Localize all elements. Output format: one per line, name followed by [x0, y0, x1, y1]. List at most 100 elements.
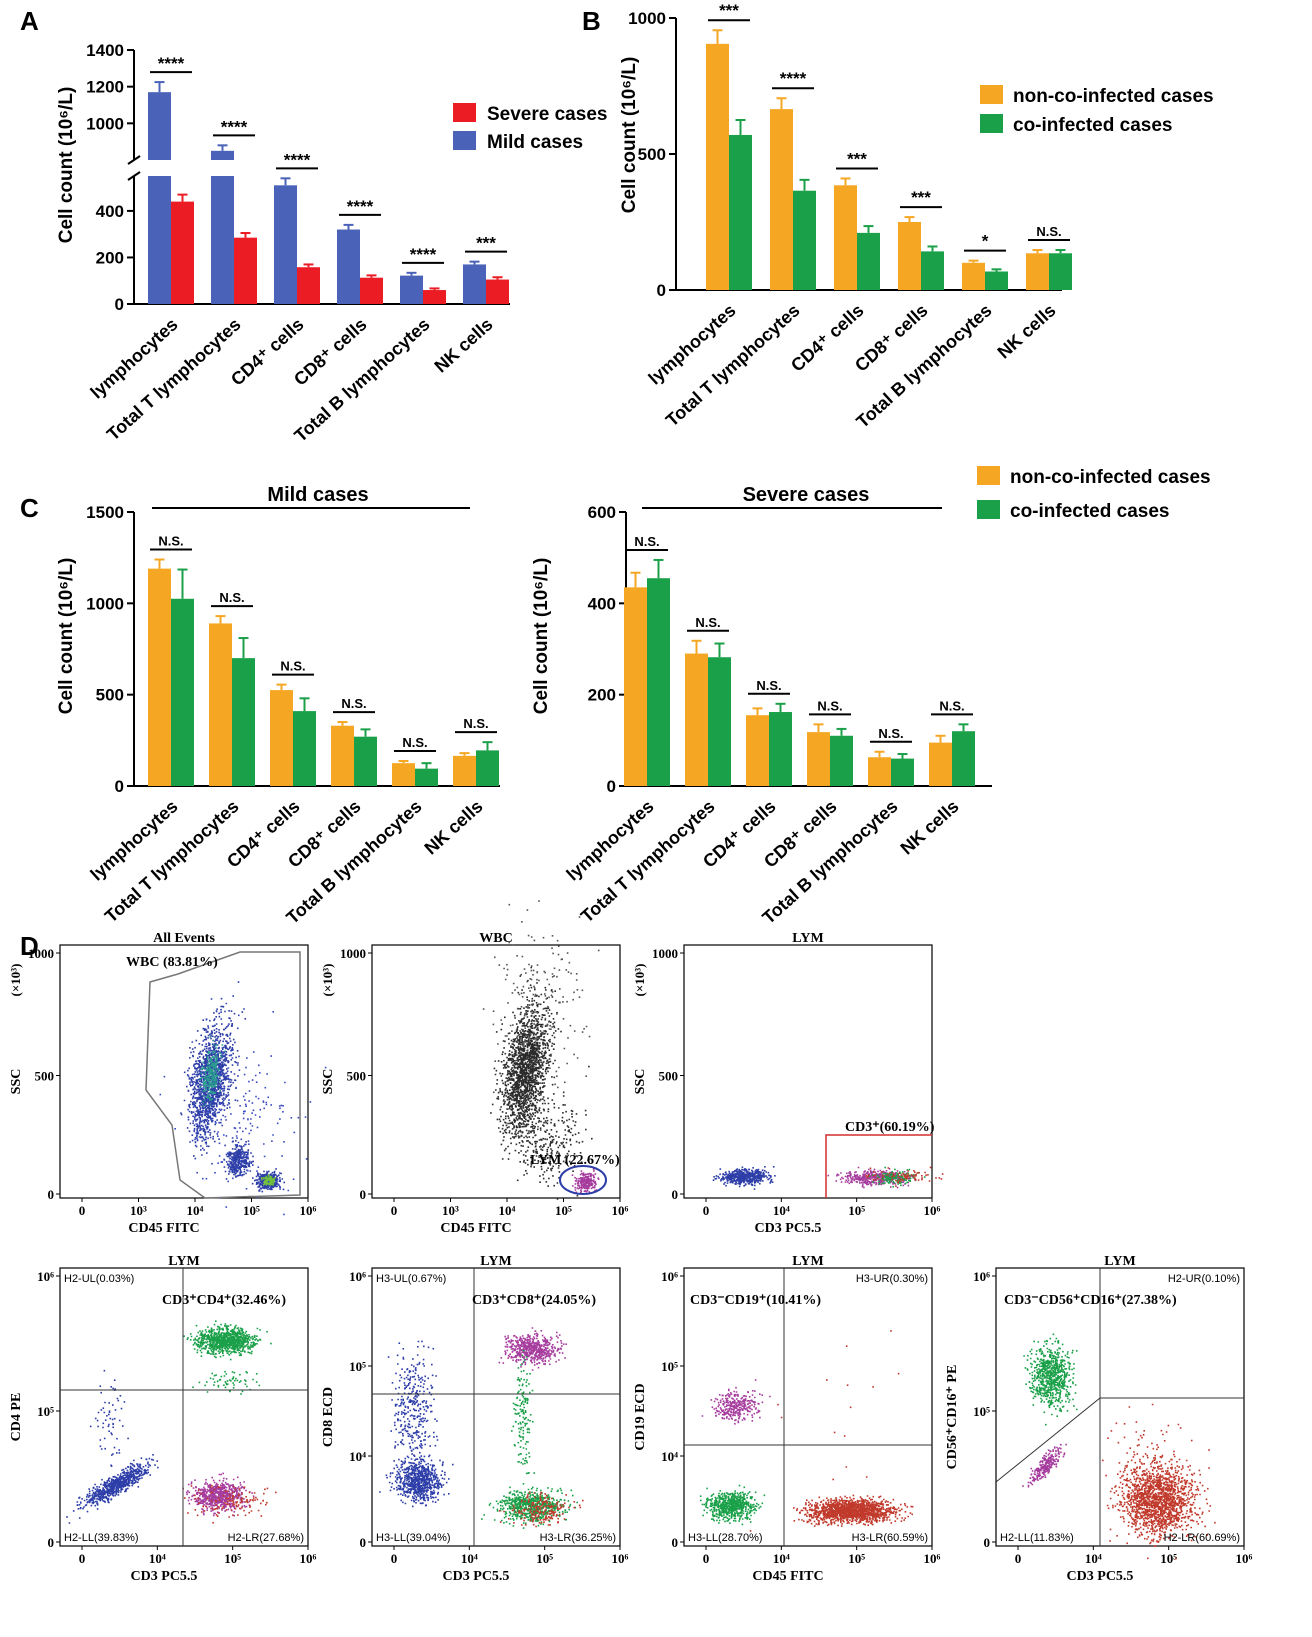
y-tick-label: 1000 [340, 946, 366, 961]
y-tick-label: 10⁴ [349, 1449, 366, 1464]
event-cluster [379, 1455, 454, 1508]
y-tick-label: 600 [588, 503, 616, 522]
bar [624, 587, 647, 786]
bar [834, 185, 857, 290]
plot-frame [995, 1267, 1245, 1547]
y-tick-label: 500 [96, 686, 124, 705]
quadrant-label-lower-left: H3-LL(39.04%) [376, 1532, 451, 1544]
significance-label: N.S. [817, 698, 842, 713]
y-tick-label: 1000 [652, 946, 678, 961]
y-tick-label: 400 [588, 594, 616, 613]
event-cluster [865, 1166, 944, 1187]
x-tick-label: 0 [391, 1551, 398, 1566]
significance-label: N.S. [463, 716, 488, 731]
y-tick-label: 10⁵ [973, 1404, 990, 1419]
y-tick-label: 10⁵ [349, 1359, 366, 1374]
y-tick-label: 10⁵ [661, 1359, 678, 1374]
significance-label: N.S. [695, 615, 720, 630]
quadrant-label-lower-right: H2-LR(60.69%) [1164, 1532, 1240, 1544]
plot-title: LYM [1104, 1254, 1135, 1269]
flow-plot-lym-cd3: LYM CD3 PC5.5 SSC (×10³) 0 500 1000 0 10⁴ 10⁵ 10⁶ C… [632, 931, 944, 1236]
legend-label-c-coinfected: co-infected cases [1010, 501, 1169, 522]
panel-c-mild-ylabel: Cell count (10⁶/L) [56, 558, 77, 715]
quadrant-gate-line [995, 1397, 1244, 1483]
significance-label: **** [410, 245, 437, 264]
x-axis-label: CD45 FITC [128, 1221, 199, 1236]
y-tick-label: 0 [115, 777, 124, 796]
bar [891, 758, 914, 786]
event-cluster [184, 1484, 277, 1524]
significance-label: N.S. [1036, 224, 1061, 239]
event-cluster [261, 1174, 277, 1186]
bar [962, 262, 985, 290]
significance-label: **** [284, 150, 311, 169]
plot-frame [683, 1267, 933, 1547]
y-tick-label: 1400 [86, 41, 124, 60]
legend-swatch-c-coinfected [977, 500, 1000, 519]
y-tick-label: 0 [607, 777, 616, 796]
bar [1026, 253, 1049, 290]
y-tick-label: 0 [48, 1187, 55, 1202]
gate-label: CD3⁺(60.19%) [845, 1120, 935, 1135]
legend-label-c-non-coinfected: non-co-infected cases [1010, 467, 1211, 488]
flow-plot-cd8: LYM CD3 PC5.5 CD8 ECD 0 10⁴ 10⁵ 10⁶ 0 10⁴ 10⁵ 10⁶ C… [321, 1254, 629, 1584]
bar [898, 222, 921, 290]
bar [952, 731, 975, 786]
plot-title: LYM [792, 931, 823, 946]
legend-label-coinfected: co-infected cases [1013, 115, 1172, 136]
x-tick-label: 10⁴ [187, 1203, 204, 1218]
y-axis-label: SSC [633, 1069, 648, 1095]
event-cluster [490, 1065, 593, 1200]
bar [270, 690, 293, 786]
panel-label-a: A [20, 6, 39, 36]
y-tick-label: 1000 [28, 946, 54, 961]
x-axis-label: CD3 PC5.5 [755, 1221, 822, 1236]
plot-title: WBC [479, 931, 512, 946]
plot-frame [683, 944, 933, 1199]
y-axis-unit: (×10³) [8, 964, 23, 997]
bar-upper-segment [148, 92, 171, 160]
bar [354, 736, 377, 786]
significance-label: **** [347, 197, 374, 216]
bar-lower-segment [211, 176, 234, 304]
axis-break-mark [127, 171, 141, 181]
bar [857, 232, 880, 290]
significance-label: **** [221, 117, 248, 136]
x-tick-label: 10³ [442, 1203, 459, 1218]
flow-plot-cd4: LYM CD3 PC5.5 CD4 PE 0 10⁵ 10⁶ 0 10⁴ 10⁵ 10⁶ CD3⁺C… [9, 1254, 317, 1584]
y-tick-label: 0 [115, 295, 124, 314]
bar [476, 750, 499, 786]
y-tick-label: 1000 [86, 114, 124, 133]
bar-upper-segment [211, 150, 234, 160]
category-label: NK cells [993, 300, 1059, 362]
significance-label: N.S. [939, 698, 964, 713]
gate-label: CD3⁺CD4⁺(32.46%) [162, 1293, 286, 1308]
bar [297, 267, 320, 304]
plot-title: LYM [168, 1254, 199, 1269]
x-tick-label: 10⁴ [1085, 1551, 1102, 1566]
wbc-gate [145, 951, 301, 1199]
bar [830, 735, 853, 786]
x-tick-label: 10⁵ [848, 1551, 865, 1566]
event-cluster [89, 1369, 129, 1467]
event-cluster [491, 966, 562, 1160]
x-tick-label: 10⁴ [149, 1551, 166, 1566]
bar [209, 623, 232, 786]
legend-swatch-severe [453, 103, 476, 122]
bar [708, 657, 731, 786]
x-tick-label: 10⁶ [300, 1551, 317, 1566]
bar [171, 598, 194, 786]
x-tick-label: 10⁶ [1236, 1551, 1253, 1566]
plot-frame [371, 944, 621, 1199]
event-cluster [712, 1166, 776, 1190]
y-tick-label: 10⁶ [973, 1269, 990, 1284]
y-tick-label: 200 [588, 686, 616, 705]
bar [463, 264, 486, 304]
panel-b-legend: non-co-infected cases co-infected cases [980, 85, 1214, 136]
bar [647, 578, 670, 786]
y-axis-label: CD19 ECD [633, 1383, 648, 1450]
y-tick-label: 500 [659, 1069, 679, 1084]
category-label: NK cells [896, 796, 962, 858]
